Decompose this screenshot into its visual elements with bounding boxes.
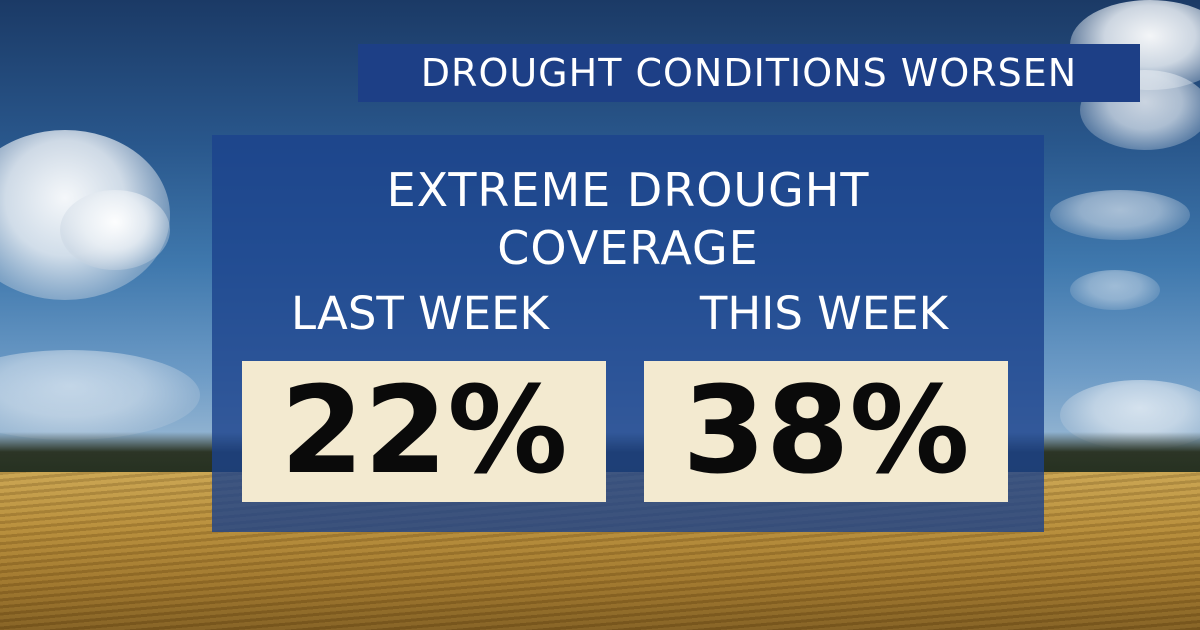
cloud [0,350,200,440]
cloud [1050,190,1190,240]
this-week-value: 38% [682,361,970,501]
this-week-label: THIS WEEK [699,287,949,340]
cloud [1070,270,1160,310]
headline-text: DROUGHT CONDITIONS WORSEN [420,51,1078,95]
panel-title: EXTREME DROUGHT COVERAGE [212,161,1044,277]
cloud [60,190,170,270]
this-week-value-box: 38% [644,361,1008,502]
last-week-label: LAST WEEK [290,287,550,340]
panel-title-line-2: COVERAGE [497,221,759,275]
last-week-value-box: 22% [242,361,606,502]
headline-banner: DROUGHT CONDITIONS WORSEN [358,44,1140,102]
drought-coverage-panel: EXTREME DROUGHT COVERAGE LAST WEEK THIS … [212,135,1044,532]
panel-title-line-1: EXTREME DROUGHT [386,163,870,217]
last-week-value: 22% [280,361,568,501]
